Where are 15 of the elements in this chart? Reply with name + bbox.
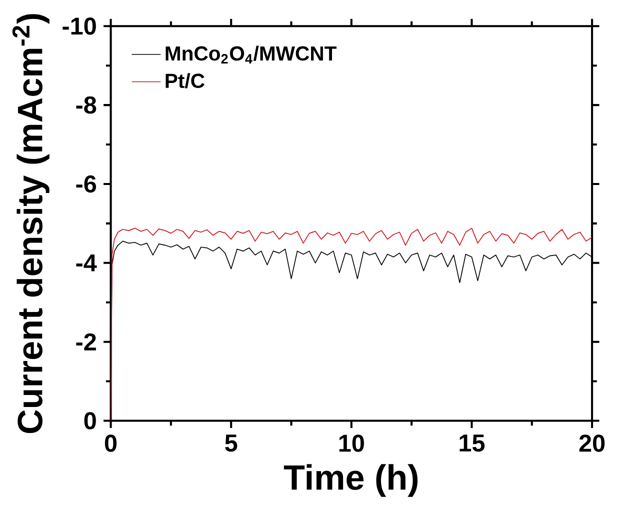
x-tick-label: 10: [339, 434, 364, 452]
y-tick-label: -10: [62, 17, 96, 35]
legend-label: Pt/C: [166, 73, 204, 88]
x-tick-label: 0: [104, 434, 117, 452]
y-tick-label: -6: [76, 175, 96, 192]
y-tick-label: -2: [76, 333, 96, 350]
x-tick-label: 5: [225, 434, 238, 452]
x-tick-label: 20: [579, 434, 605, 452]
y-axis-title: Current density (mAcm$^{-2}$): [12, 14, 50, 433]
x-tick-label: 15: [460, 434, 485, 452]
legend-label: MnCo$_{2}$O$_{4}$/MWCNT: [166, 46, 337, 64]
y-tick-label: 0: [84, 412, 96, 430]
y-tick-label: -8: [76, 96, 96, 114]
y-tick-label: -4: [76, 254, 97, 272]
x-axis-title: Time (h): [284, 464, 418, 497]
